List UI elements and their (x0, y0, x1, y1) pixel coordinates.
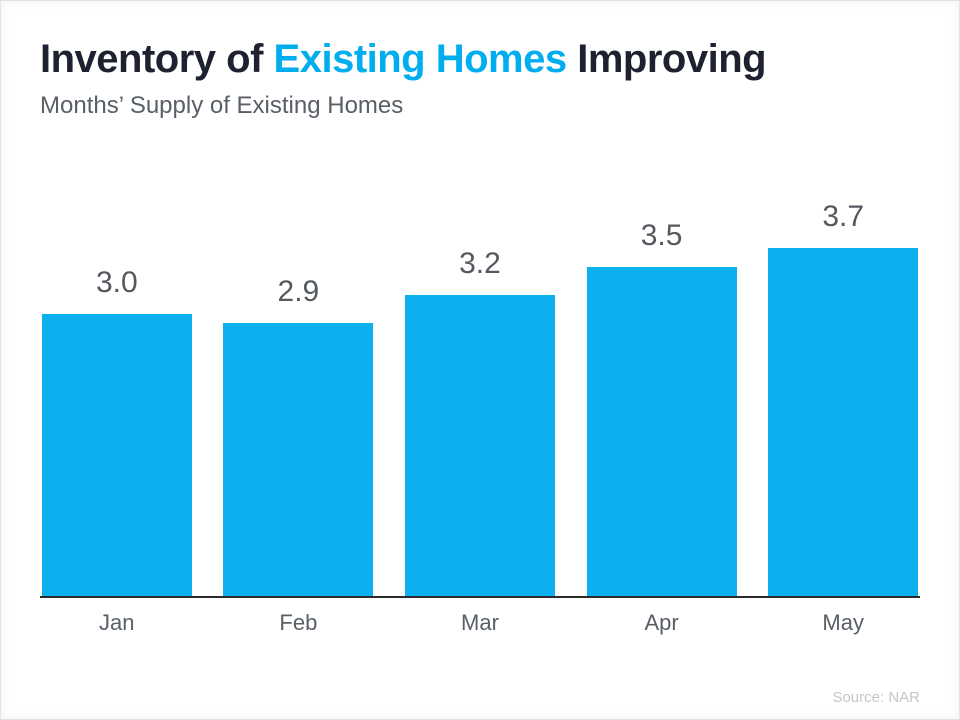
category-label-mar: Mar (461, 610, 499, 635)
bar-chart-categories: Jan Feb Mar Apr May (40, 610, 920, 636)
title-suffix: Improving (566, 37, 767, 81)
bar-value-label: 3.5 (640, 219, 683, 252)
x-axis-line (40, 596, 920, 598)
bar-value-label: 3.2 (459, 247, 501, 281)
bar-jan (41, 314, 192, 596)
source-note: Source: NAR (832, 689, 920, 706)
category-label-apr: Apr (644, 610, 679, 635)
page-title: Inventory of Existing Homes Improving (40, 36, 920, 82)
bar-column-apr: 3.5 (585, 186, 739, 596)
bar-column-may: 3.7 (766, 186, 920, 596)
bar-mar (404, 295, 555, 596)
bar-column-jan: 3.0 (40, 186, 194, 596)
category-label-feb: Feb (279, 610, 318, 635)
bar-chart: 3.0 2.9 3.2 3.5 3.7 Jan Feb Mar Apr May (40, 186, 920, 636)
bar-apr (586, 267, 737, 596)
bar-value-label: 3.7 (822, 200, 865, 234)
bar-column-feb: 2.9 (222, 186, 376, 596)
bar-feb (223, 323, 374, 596)
category-label-may: May (822, 610, 864, 635)
bar-value-label: 2.9 (277, 275, 320, 309)
title-prefix: Inventory of (40, 37, 274, 81)
bar-chart-columns: 3.0 2.9 3.2 3.5 3.7 (40, 186, 920, 596)
category-label-jan: Jan (99, 610, 135, 635)
title-highlight: Existing Homes (273, 37, 568, 81)
bar-column-mar: 3.2 (403, 186, 557, 596)
chart-subtitle: Months’ Supply of Existing Homes (40, 92, 404, 119)
bar-value-label: 3.0 (95, 266, 138, 299)
bar-may (768, 248, 919, 596)
